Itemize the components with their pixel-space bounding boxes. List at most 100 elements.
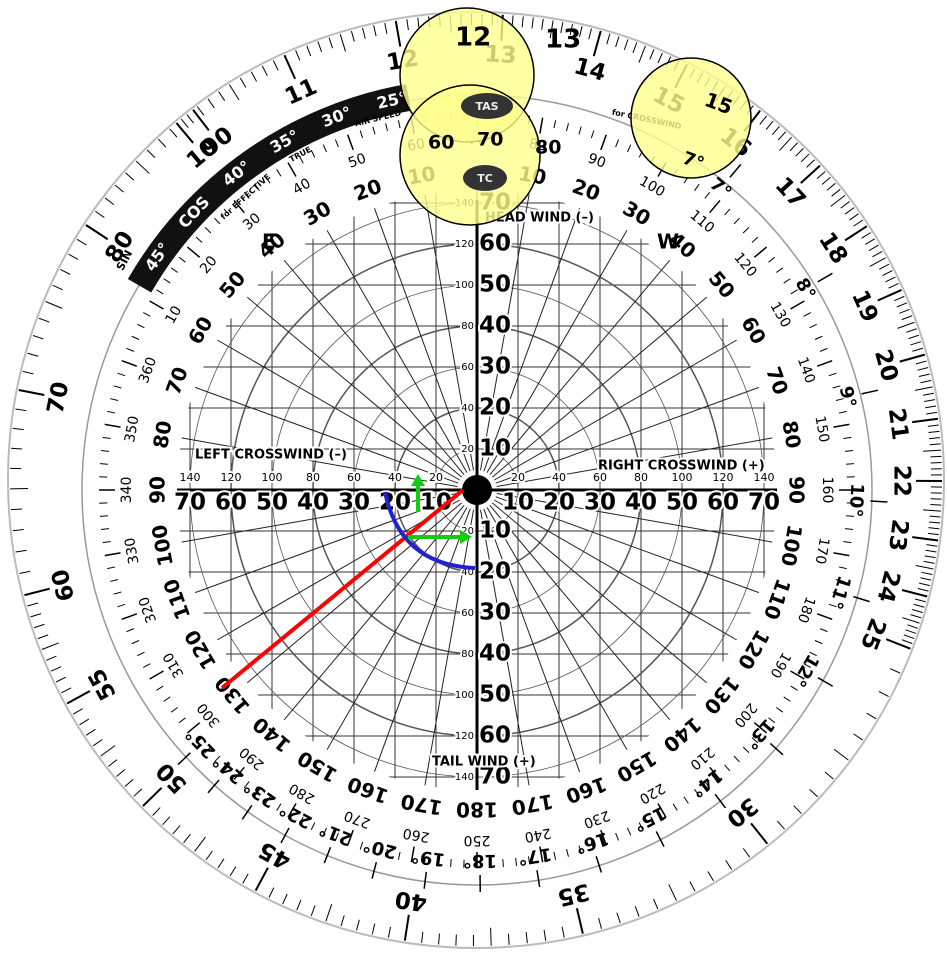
minor-tick bbox=[901, 639, 913, 645]
minor-tick bbox=[137, 323, 145, 329]
minor-tick bbox=[306, 45, 312, 57]
minor-tick bbox=[169, 128, 178, 138]
minor-tick bbox=[930, 504, 942, 506]
scale-tick bbox=[283, 54, 297, 80]
scale-tick bbox=[403, 914, 410, 941]
wind-speed: 20 bbox=[479, 559, 511, 585]
minor-tick bbox=[923, 560, 935, 564]
minor-tick bbox=[868, 244, 879, 252]
minor-tick bbox=[668, 884, 677, 901]
minor-tick bbox=[879, 263, 890, 270]
minor-tick bbox=[102, 436, 111, 440]
minor-tick bbox=[920, 577, 932, 581]
minor-tick bbox=[359, 841, 364, 850]
minor-tick bbox=[921, 571, 933, 576]
scale-tick bbox=[575, 908, 584, 934]
minor-tick bbox=[170, 707, 178, 713]
minor-tick bbox=[869, 257, 886, 267]
minor-tick bbox=[214, 217, 221, 225]
minor-tick bbox=[809, 789, 819, 798]
sine-tick bbox=[207, 779, 220, 794]
minor-tick bbox=[156, 289, 164, 295]
radial-line bbox=[283, 504, 465, 721]
cos-band bbox=[127, 84, 411, 293]
wind-speed-small: 60 bbox=[593, 471, 607, 484]
minor-tick bbox=[926, 411, 938, 415]
minor-tick bbox=[85, 728, 96, 736]
minor-tick bbox=[638, 822, 644, 830]
scale-tick bbox=[912, 417, 939, 424]
minor-tick bbox=[362, 27, 366, 39]
wind-speed: 40 bbox=[479, 641, 511, 667]
arrow-head bbox=[411, 474, 425, 486]
compass-tick bbox=[816, 613, 833, 620]
minor-tick bbox=[110, 398, 119, 401]
minor-tick bbox=[919, 582, 930, 587]
minor-tick bbox=[102, 540, 111, 544]
radial-line bbox=[491, 296, 708, 478]
minor-tick bbox=[223, 208, 230, 216]
minor-tick bbox=[924, 555, 936, 559]
minor-tick bbox=[170, 267, 178, 273]
minor-tick bbox=[334, 139, 339, 148]
minor-tick bbox=[866, 712, 877, 720]
minor-tick bbox=[143, 312, 151, 317]
minor-tick bbox=[896, 302, 908, 308]
minor-tick bbox=[590, 130, 595, 139]
tas-label: TAS bbox=[475, 100, 498, 113]
minor-tick bbox=[912, 347, 924, 352]
lens-number: 80 bbox=[535, 137, 561, 159]
minor-tick bbox=[265, 176, 271, 184]
radial-line bbox=[489, 259, 671, 476]
minor-tick bbox=[779, 136, 793, 151]
minor-tick bbox=[22, 370, 34, 375]
minor-tick bbox=[72, 708, 83, 715]
sine-tick bbox=[853, 595, 870, 603]
compass-label: 240 bbox=[523, 824, 552, 844]
arrow-head bbox=[460, 530, 472, 544]
scale-number: 70 bbox=[43, 380, 75, 416]
wind-speed: 50 bbox=[479, 682, 511, 708]
minor-tick bbox=[926, 544, 938, 547]
sine-label: 19° bbox=[410, 845, 446, 870]
minor-tick bbox=[831, 188, 841, 197]
sine-tick bbox=[714, 793, 727, 809]
minor-tick bbox=[438, 933, 440, 945]
wind-speed-small: 60 bbox=[347, 471, 361, 484]
minor-tick bbox=[840, 201, 850, 209]
wind-speed-small: 140 bbox=[754, 471, 775, 484]
radial-line bbox=[424, 509, 475, 786]
wind-speed-small: 20 bbox=[429, 471, 443, 484]
minor-tick bbox=[759, 115, 768, 125]
wind-speed-small: 100 bbox=[262, 471, 283, 484]
sine-label: 9° bbox=[835, 384, 860, 410]
minor-tick bbox=[325, 903, 333, 922]
minor-tick bbox=[929, 443, 941, 446]
minor-tick bbox=[276, 803, 282, 811]
minor-tick bbox=[515, 857, 518, 866]
wind-speed: 10 bbox=[502, 490, 534, 516]
minor-tick bbox=[339, 34, 346, 52]
minor-tick bbox=[295, 50, 301, 61]
minor-tick bbox=[566, 123, 569, 132]
minor-tick bbox=[843, 436, 852, 440]
minor-tick bbox=[126, 347, 135, 352]
minor-tick bbox=[12, 529, 24, 532]
wind-speed: 60 bbox=[479, 723, 511, 749]
minor-tick bbox=[268, 887, 275, 898]
wind-angle: 90 bbox=[146, 476, 170, 504]
minor-tick bbox=[872, 251, 883, 258]
minor-tick bbox=[317, 41, 323, 53]
scale-number: 21 bbox=[883, 406, 913, 441]
compass-tick bbox=[600, 829, 607, 846]
scale-tick bbox=[912, 536, 939, 542]
wind-speed-small: 140 bbox=[180, 471, 201, 484]
minor-tick bbox=[861, 232, 872, 239]
minor-tick bbox=[126, 628, 135, 633]
minor-tick bbox=[104, 197, 115, 205]
minor-tick bbox=[137, 651, 145, 657]
scale-tick bbox=[844, 225, 868, 242]
minor-tick bbox=[838, 566, 847, 570]
minor-tick bbox=[865, 238, 875, 245]
radial-line bbox=[216, 499, 460, 641]
